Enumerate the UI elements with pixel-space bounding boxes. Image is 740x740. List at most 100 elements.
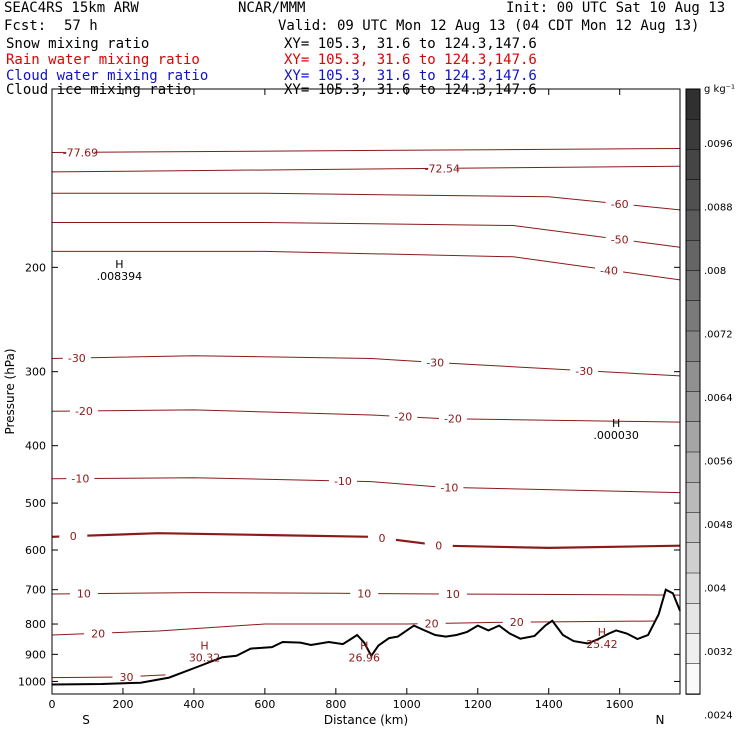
contour-label-bg <box>66 471 95 485</box>
extremum-value: 25.42 <box>586 638 618 651</box>
extremum-marker: H <box>200 639 208 652</box>
field-xy-cloud-ice: XY= 105.3, 31.6 to 124.3,147.6 <box>284 82 537 98</box>
colorbar-label: .004 <box>704 584 726 595</box>
contour-label-bg <box>605 196 634 210</box>
extremum-value: 26.96 <box>348 651 380 664</box>
contour-line--10 <box>51 477 681 494</box>
contour-label: -20 <box>394 411 412 424</box>
y-tick-label: 1000 <box>18 675 46 688</box>
y-tick-label: 700 <box>25 584 46 597</box>
contour-label-bg <box>595 263 624 277</box>
colorbar-label: .0032 <box>704 647 733 658</box>
contour-label-bg <box>424 538 453 552</box>
contour-label: 20 <box>425 618 439 631</box>
colorbar-label: .008 <box>704 266 726 277</box>
y-tick-label: 500 <box>25 497 46 510</box>
extremum-marker: H <box>612 417 620 430</box>
contour-label-bg <box>62 350 91 364</box>
contour-label: 30 <box>120 671 134 684</box>
colorbar-segment <box>685 542 701 574</box>
y-axis-label: Pressure (hPa) <box>3 348 17 434</box>
y-tick-label: 800 <box>25 618 46 631</box>
header-init: Init: 00 UTC Sat 10 Aug 13 <box>506 0 726 16</box>
colorbar-label: .0048 <box>704 520 733 531</box>
plot-frame <box>51 88 681 695</box>
contour-label-bg <box>69 586 98 600</box>
contour-line--72.54 <box>51 165 681 173</box>
colorbar-segment <box>685 633 701 665</box>
y-tick-label: 400 <box>25 440 46 453</box>
contour-label: -20 <box>75 405 93 418</box>
extremum-value: .000030 <box>593 429 639 442</box>
colorbar-label: .0064 <box>704 393 733 404</box>
contour-label-bg <box>435 480 464 494</box>
colorbar-label: .0024 <box>704 711 733 722</box>
contour-label-bg <box>389 409 418 423</box>
contour-line--77.69 <box>51 148 681 153</box>
x-tick-label: 1200 <box>464 698 492 711</box>
x-tick-label: 200 <box>112 698 133 711</box>
colorbar-segment <box>685 603 701 635</box>
field-name-cloud-ice: Cloud ice mixing ratio <box>6 82 192 98</box>
header-model: SEAC4RS 15km ARW <box>4 0 139 16</box>
extremum-marker: H <box>598 626 606 639</box>
contour-label: 0 <box>70 530 77 543</box>
contour-label-bg <box>502 615 531 629</box>
contour-label: -10 <box>440 481 458 494</box>
contour-label: 20 <box>91 627 105 640</box>
contour-label-bg <box>438 587 467 601</box>
colorbar-segment <box>685 391 701 423</box>
contour-label: -30 <box>575 365 593 378</box>
x-tick-label: 600 <box>254 698 275 711</box>
colorbar-segment <box>685 149 701 181</box>
colorbar-segment <box>685 361 701 393</box>
contour-label-bg <box>112 669 141 683</box>
extremum-marker: H <box>115 258 123 271</box>
field-name-cloud-water: Cloud water mixing ratio <box>6 68 209 84</box>
colorbar-segment <box>685 209 701 241</box>
colorbar-segment <box>685 572 701 604</box>
contour-label-bg <box>417 616 446 630</box>
colorbar-segment <box>685 270 701 302</box>
colorbar-segment <box>685 512 701 544</box>
header-fcst-label: Fcst: <box>4 18 47 34</box>
colorbar-label: .0096 <box>704 139 733 150</box>
extremum-marker: H <box>360 639 368 652</box>
contour-line--30 <box>51 355 681 377</box>
header-fcst-value: 57 h <box>64 18 98 34</box>
contour-label-bg <box>84 626 113 640</box>
contour-line-0 <box>51 532 681 550</box>
contour-label: -50 <box>611 234 629 247</box>
colorbar-segment <box>685 482 701 514</box>
colorbar: g kg⁻¹ .0096 .0088 .008 .0072 .0064 .0056 .0048… <box>685 84 735 722</box>
contour-label: 10 <box>446 588 460 601</box>
contour-label-bg <box>66 145 95 159</box>
terrain-fill <box>52 589 680 694</box>
contour-line--50 <box>52 222 681 248</box>
contour-label-bg <box>570 363 599 377</box>
colorbar-segment <box>685 240 701 272</box>
contour-line-20 <box>51 620 681 636</box>
x-axis-label: Distance (km) <box>324 713 408 727</box>
field-xy-cloud-water: XY= 105.3, 31.6 to 124.3,147.6 <box>284 68 537 84</box>
colorbar-label: .0056 <box>704 457 733 468</box>
header-valid: Valid: 09 UTC Mon 12 Aug 13 (04 CDT Mon … <box>278 18 700 34</box>
contour-label: 10 <box>357 588 371 601</box>
x-tick-label: 400 <box>183 698 204 711</box>
contour-label: -10 <box>71 473 89 486</box>
end-direction-label: N <box>656 713 665 727</box>
colorbar-segment <box>685 663 701 695</box>
colorbar-label: .0088 <box>704 203 733 214</box>
plot-area: -77.69 -72.54 -60 -50 -40 -30 -30 -30 -20 -20 -20 -… <box>51 145 681 694</box>
contour-line-10 <box>51 592 681 596</box>
contour-label-bg <box>328 474 357 488</box>
contour-label: -77.69 <box>63 146 98 159</box>
contour-line--40 <box>52 250 681 281</box>
field-name-rain: Rain water mixing ratio <box>6 52 200 68</box>
header-center: NCAR/MMM <box>238 0 306 16</box>
colorbar-unit: g kg⁻¹ <box>704 84 735 95</box>
contour-label: -40 <box>600 264 618 277</box>
contour-label: -30 <box>68 352 86 365</box>
x-tick-label: 1600 <box>606 698 634 711</box>
colorbar-segment <box>685 88 701 120</box>
